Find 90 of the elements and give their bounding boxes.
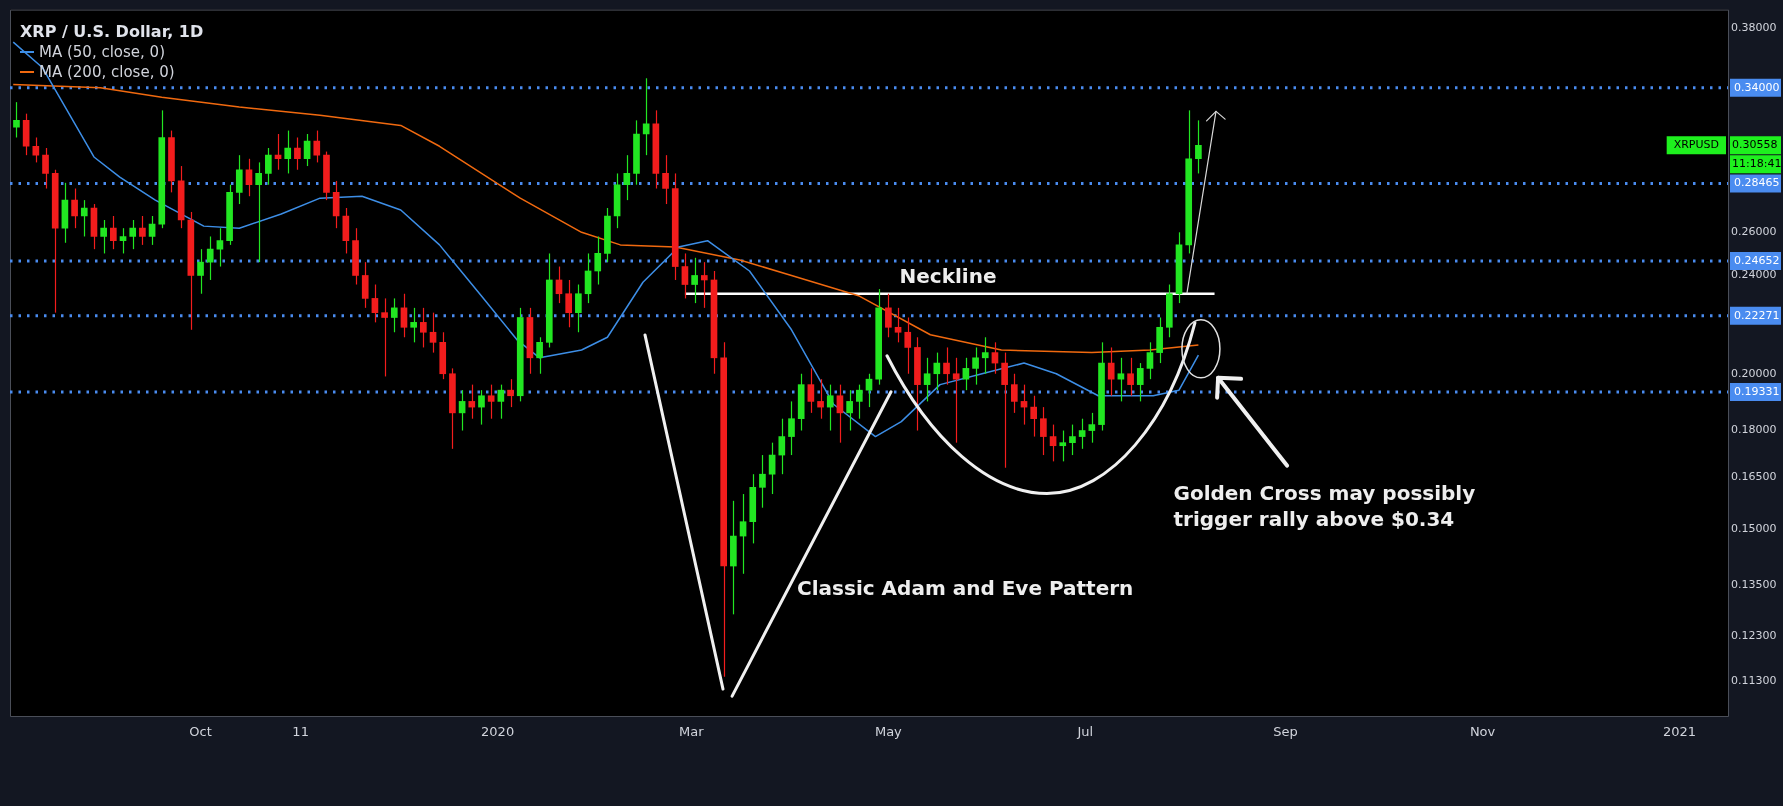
y-tick-label: 0.15000	[1731, 521, 1777, 535]
candlestick	[691, 257, 698, 304]
annotation: Classic Adam and Eve Pattern	[797, 575, 1134, 602]
x-tick-label: Nov	[1469, 724, 1496, 740]
candlestick	[323, 150, 330, 201]
candlestick	[226, 184, 233, 246]
candlestick	[904, 316, 912, 375]
candlestick	[381, 297, 388, 378]
candlestick	[1069, 423, 1076, 456]
candlestick	[972, 346, 979, 386]
annotation: Golden Cross may possibly trigger rally above $0.34	[1173, 480, 1477, 533]
candlestick	[981, 336, 989, 375]
candlestick	[197, 248, 204, 295]
x-tick-label: Mar	[679, 724, 705, 740]
candlestick	[1136, 362, 1144, 402]
ref-line-label: 0.19331	[1734, 384, 1780, 398]
candlestick	[536, 336, 543, 375]
y-tick-label: 0.13500	[1731, 578, 1777, 592]
candlestick	[449, 367, 456, 450]
candlestick	[1156, 316, 1163, 364]
ref-line-label: 0.24652	[1734, 253, 1780, 267]
text: XRP / U.S. Dollar, 1D	[20, 21, 204, 42]
candlestick	[420, 307, 427, 349]
annotation: XRPUSD	[1673, 138, 1720, 152]
candlestick	[1040, 406, 1047, 456]
y-tick-label: 0.16500	[1731, 470, 1777, 484]
candlestick	[1010, 373, 1018, 414]
ref-line-label: 0.22271	[1734, 308, 1780, 322]
candlestick	[158, 109, 166, 229]
candlestick	[42, 147, 49, 190]
ref-line-label: 0.28465	[1734, 176, 1780, 190]
y-tick-label: 0.20000	[1731, 366, 1777, 380]
candlestick	[410, 307, 417, 343]
x-tick-label: 2020	[481, 724, 515, 740]
x-tick-label: Sep	[1273, 724, 1298, 740]
candlestick	[1185, 109, 1193, 255]
y-tick-label: 0.11300	[1731, 674, 1777, 688]
candlestick	[352, 227, 359, 286]
y-tick-label: 0.12300	[1731, 628, 1777, 642]
candlestick	[1059, 429, 1067, 462]
candlestick	[1088, 412, 1096, 444]
candlestick	[623, 154, 631, 201]
x-tick-label: 2021	[1663, 724, 1697, 740]
candlestick	[662, 154, 669, 205]
candlestick	[778, 418, 786, 475]
annotation: Neckline	[899, 262, 997, 289]
candlestick	[604, 207, 611, 263]
ref-line-label: 0.34000	[1734, 80, 1780, 94]
candlestick	[826, 384, 834, 432]
y-tick-label: 0.24000	[1731, 268, 1777, 282]
candlestick	[633, 119, 640, 186]
candlestick	[720, 341, 728, 678]
y-tick-label: 0.38000	[1731, 20, 1777, 34]
candlestick	[255, 161, 262, 263]
candlestick	[168, 129, 175, 193]
candlestick	[139, 215, 146, 246]
candlestick	[575, 283, 582, 333]
candlestick	[565, 279, 572, 328]
candlestick	[265, 147, 272, 186]
candlestick	[439, 331, 447, 380]
candlestick	[952, 357, 960, 444]
candlestick	[749, 473, 757, 544]
candlestick	[759, 454, 766, 509]
candlestick	[885, 293, 892, 338]
candlestick	[361, 261, 369, 309]
candlestick	[1098, 341, 1105, 432]
x-tick-label: Jul	[1076, 724, 1094, 740]
text: 0.30558	[1732, 138, 1778, 152]
candlestick	[914, 336, 921, 432]
x-tick-label: May	[874, 724, 903, 740]
y-tick-label: 0.26000	[1731, 225, 1777, 239]
candlestick	[100, 219, 107, 255]
candlestick	[545, 252, 553, 349]
y-tick-label: 0.18000	[1731, 423, 1777, 437]
candlestick	[671, 172, 679, 281]
candlestick	[51, 169, 59, 314]
text: 11:18:41	[1732, 157, 1782, 171]
candlestick	[642, 77, 650, 156]
candlestick	[788, 400, 795, 456]
candlestick	[1127, 357, 1134, 397]
x-tick-label: 11	[292, 724, 309, 740]
candlestick	[516, 307, 524, 402]
candlestick	[855, 384, 863, 420]
legend-label: MA (50, close, 0)	[38, 41, 166, 62]
candlestick	[797, 373, 805, 432]
candlestick	[478, 389, 485, 426]
candlestick	[235, 154, 243, 205]
candlestick	[129, 219, 137, 250]
candlestick	[1166, 283, 1173, 338]
x-tick-label: Oct	[189, 724, 212, 740]
